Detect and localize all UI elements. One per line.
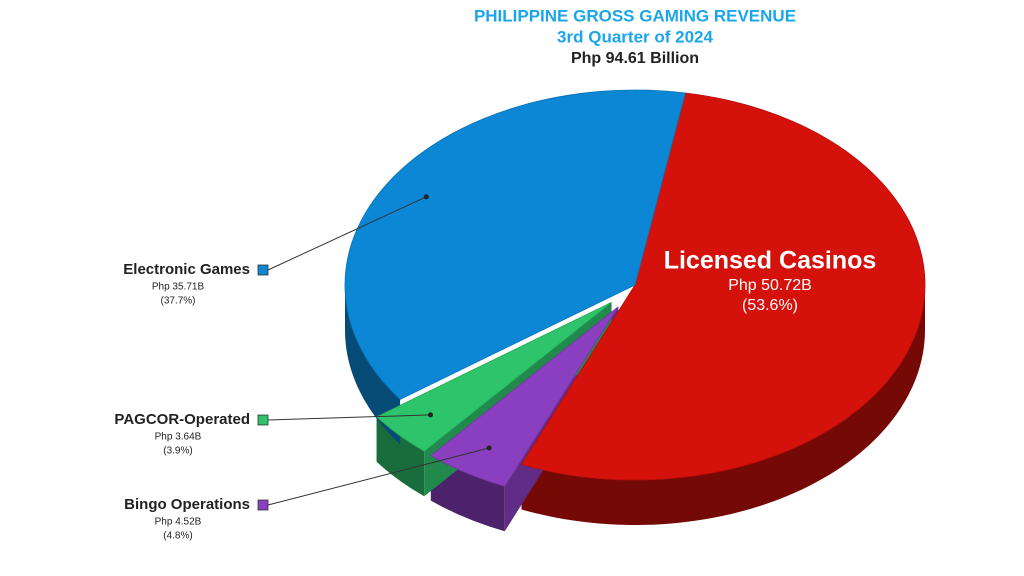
leader-line	[267, 414, 431, 421]
category-label: Bingo Operations	[124, 496, 250, 513]
percent-label: (53.6%)	[742, 297, 798, 314]
leader-dot	[423, 194, 429, 200]
slice-side	[521, 285, 925, 525]
leader-dot	[427, 412, 433, 418]
value-label: Php 50.72B	[728, 277, 812, 294]
slice-side	[376, 416, 425, 497]
legend-swatch	[257, 264, 269, 276]
percent-label: (3.9%)	[163, 446, 192, 457]
pie-slice	[344, 89, 686, 400]
chart-subtitle: 3rd Quarter of 2024	[557, 27, 713, 46]
pie-slice	[430, 306, 619, 487]
slice-side	[345, 285, 401, 445]
slice-label: Licensed Casinos	[664, 247, 877, 275]
leader-line	[267, 196, 427, 271]
value-label: Php 4.52B	[155, 517, 202, 528]
value-label: Php 35.71B	[152, 282, 205, 293]
pie	[344, 89, 926, 532]
chart-title: PHILIPPINE GROSS GAMING REVENUE	[474, 6, 796, 25]
value-label: Php 3.64B	[155, 432, 202, 443]
leader-dot	[486, 445, 492, 451]
pie-slice	[520, 92, 926, 481]
legend-swatch	[257, 414, 269, 426]
category-label: PAGCOR-Operated	[114, 411, 250, 428]
percent-label: (4.8%)	[163, 531, 192, 542]
total-label: Php 94.61 Billion	[571, 50, 699, 67]
category-label: Electronic Games	[123, 261, 250, 278]
leader-line	[267, 447, 490, 506]
labels: Licensed Casinos Php 50.72B (53.6%) Bingo O…	[114, 194, 877, 542]
percent-label: (37.7%)	[160, 296, 195, 307]
legend-swatch	[257, 499, 269, 511]
